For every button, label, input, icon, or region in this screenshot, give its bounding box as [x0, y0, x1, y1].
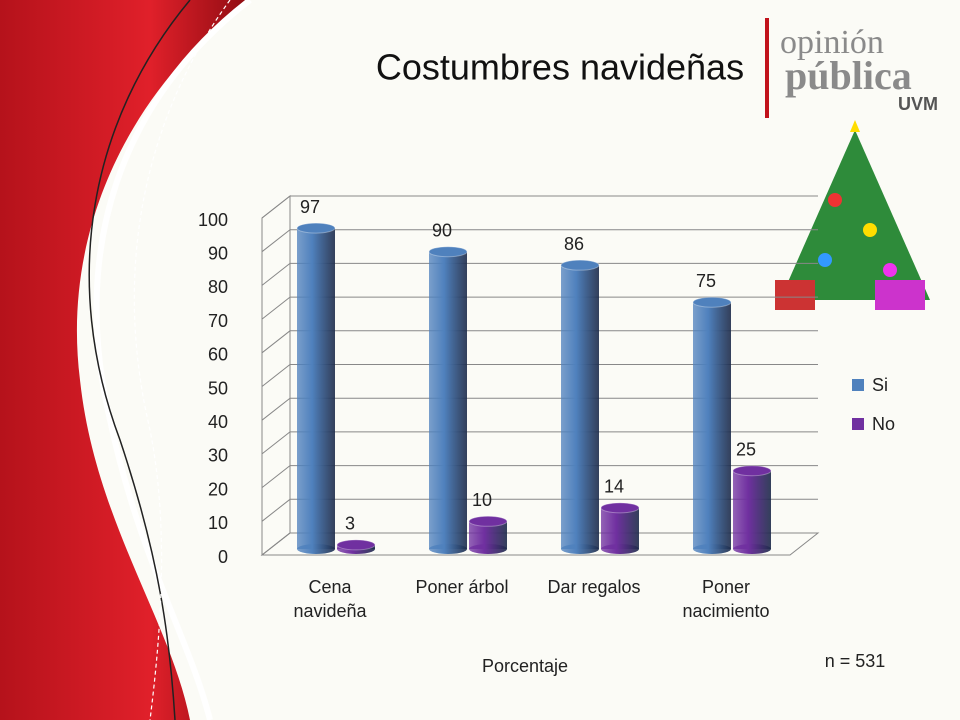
- value-label: 10: [472, 490, 492, 510]
- logo-text: opinión: [780, 24, 884, 61]
- bar: [428, 246, 468, 554]
- logo-text: UVM: [898, 94, 938, 114]
- bar-top: [336, 539, 376, 551]
- x-tick-label: Poner árbol: [415, 577, 509, 597]
- bar-body: [297, 228, 335, 550]
- legend-swatch: [852, 379, 864, 391]
- bar: [336, 539, 376, 554]
- y-tick-label: 40: [208, 412, 228, 432]
- y-tick-label: 70: [208, 311, 228, 331]
- bar: [468, 515, 508, 554]
- chart-title: Costumbres navideñas: [376, 47, 744, 88]
- grid-line: [261, 229, 818, 253]
- legend-label: Si: [872, 375, 888, 395]
- bar-base: [733, 544, 771, 554]
- bar-top: [732, 465, 772, 477]
- y-tick-label: 60: [208, 345, 228, 365]
- bar: [560, 259, 600, 554]
- grid-line: [261, 330, 818, 354]
- value-label: 75: [696, 271, 716, 291]
- y-tick-label: 20: [208, 479, 228, 499]
- grid-line: [261, 465, 818, 488]
- bar-top: [692, 296, 732, 308]
- grid-line: [261, 532, 818, 556]
- bar-top: [296, 222, 336, 234]
- bar-top: [600, 502, 640, 514]
- value-label: 25: [736, 440, 756, 460]
- bar-body: [429, 251, 467, 549]
- note: n = 531: [825, 651, 886, 671]
- grid-line: [261, 296, 818, 320]
- bar: [692, 296, 732, 554]
- y-tick-label: 100: [198, 210, 228, 230]
- bar-base: [297, 544, 335, 554]
- grid-line: [261, 262, 818, 286]
- bar: [296, 222, 336, 554]
- bar-body: [733, 470, 771, 549]
- value-label: 3: [345, 514, 355, 534]
- bar-base: [561, 544, 599, 554]
- value-label: 97: [300, 197, 320, 217]
- y-tick-label: 90: [208, 243, 228, 263]
- bar-base: [693, 544, 731, 554]
- grid-line: [261, 364, 818, 387]
- bar: [732, 465, 772, 554]
- bar-top: [560, 259, 600, 271]
- y-tick-label: 10: [208, 513, 228, 533]
- y-tick-label: 80: [208, 277, 228, 297]
- bar-body: [693, 302, 731, 549]
- logo-text: pública: [785, 53, 912, 98]
- bar-body: [561, 265, 599, 549]
- x-tick-label: Poner nacimiento: [682, 577, 770, 621]
- y-tick-label: 0: [218, 547, 228, 567]
- grid-line: [261, 195, 818, 219]
- bar-top: [468, 515, 508, 527]
- bar-top: [428, 246, 468, 258]
- legend-label: No: [872, 414, 895, 434]
- bar-base: [601, 544, 639, 554]
- bar-base: [469, 544, 507, 554]
- decoration: [0, 0, 930, 720]
- grid-line: [261, 498, 818, 522]
- y-tick-label: 50: [208, 378, 228, 398]
- axis-label: Porcentaje: [482, 656, 568, 676]
- bar: [600, 502, 640, 554]
- bar-base: [429, 544, 467, 554]
- bar-body: [601, 507, 639, 549]
- grid-line: [261, 431, 818, 455]
- value-label: 90: [432, 220, 452, 240]
- y-tick-label: 30: [208, 446, 228, 466]
- legend-swatch: [852, 418, 864, 430]
- grid-line: [261, 397, 818, 421]
- value-label: 14: [604, 477, 624, 497]
- x-tick-label: Cena navideña: [293, 577, 367, 621]
- value-label: 86: [564, 234, 584, 254]
- x-tick-label: Dar regalos: [547, 577, 641, 597]
